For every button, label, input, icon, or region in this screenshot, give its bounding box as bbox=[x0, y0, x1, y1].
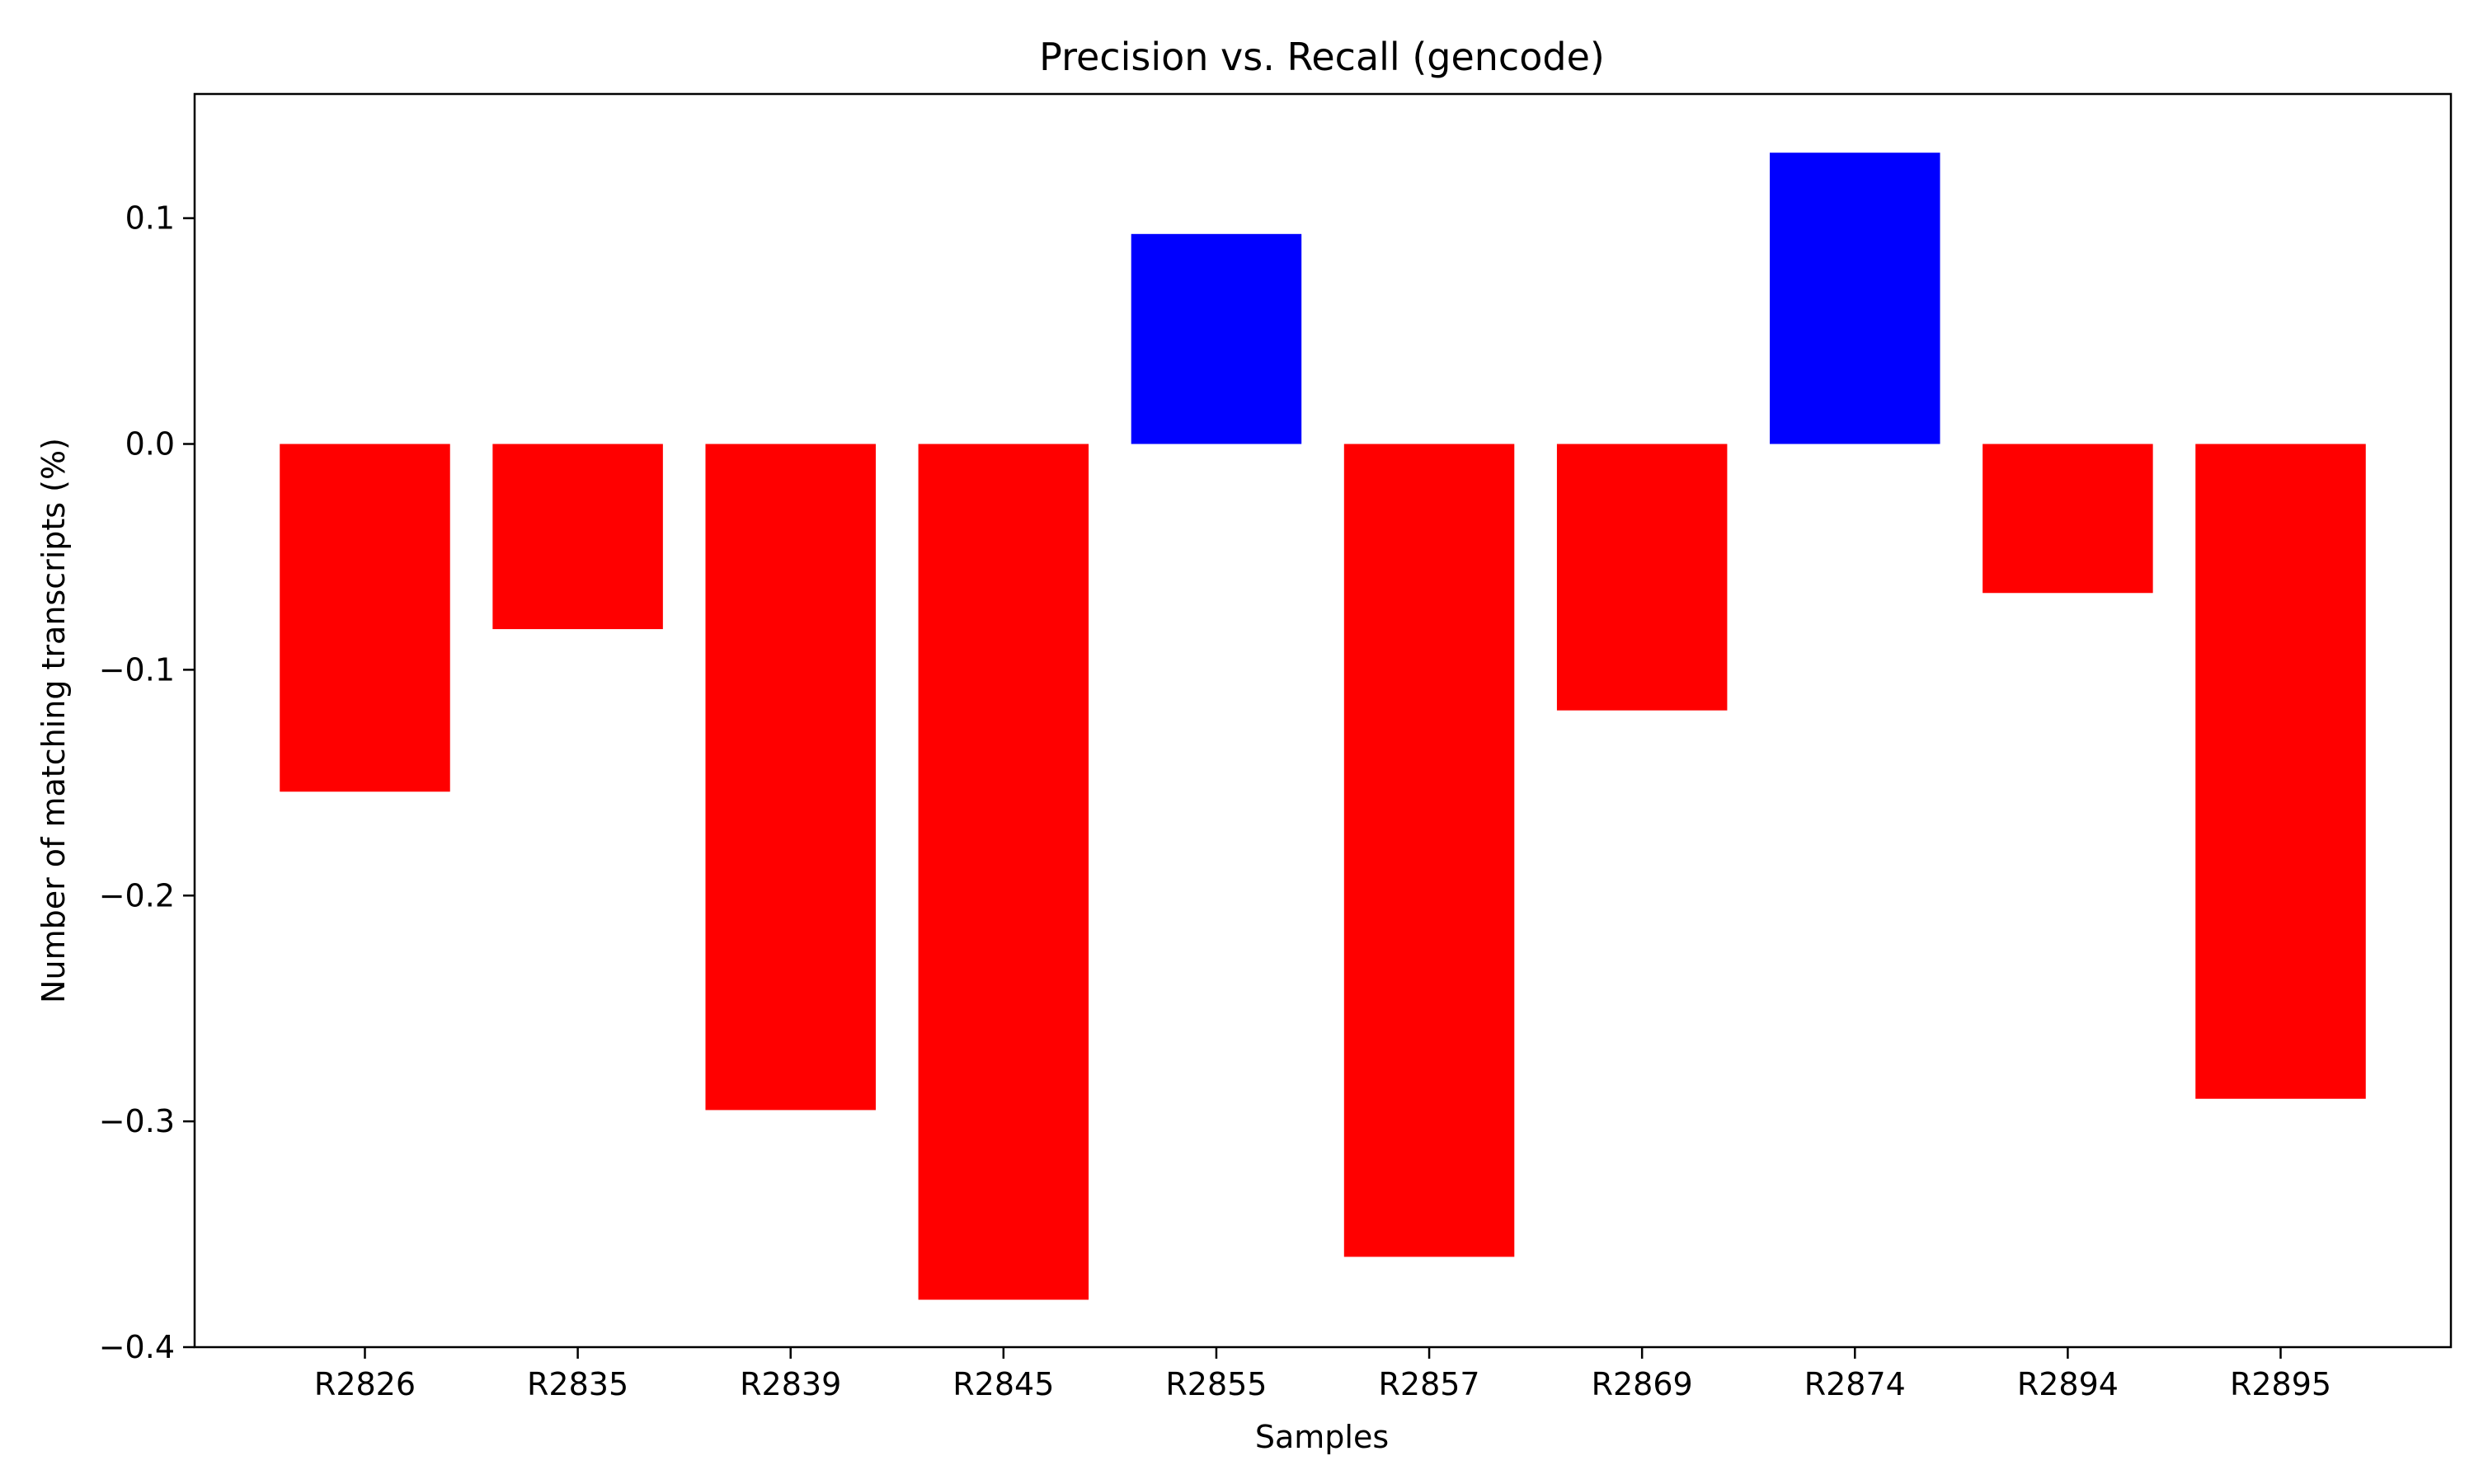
x-axis-ticks: R2826 R2835 R2839 R2845 R2855 R2857 R2869 R2874… bbox=[314, 1347, 2331, 1402]
x-tick-label: R2835 bbox=[527, 1366, 628, 1402]
bar-r2845 bbox=[918, 444, 1089, 1300]
x-axis-label: Samples bbox=[1255, 1419, 1389, 1455]
x-tick-label: R2869 bbox=[1592, 1366, 1693, 1402]
x-tick-label: R2845 bbox=[952, 1366, 1054, 1402]
y-tick-label: 0.0 bbox=[125, 426, 175, 463]
x-tick-label: R2839 bbox=[740, 1366, 841, 1402]
y-tick-label: −0.3 bbox=[99, 1103, 175, 1139]
bar-r2869 bbox=[1556, 444, 1728, 711]
bar-r2874 bbox=[1770, 153, 1940, 444]
y-tick-label: −0.4 bbox=[99, 1329, 175, 1365]
bar-r2895 bbox=[2195, 444, 2366, 1099]
bar-r2894 bbox=[1982, 444, 2153, 594]
y-axis-ticks: −0.4 −0.3 −0.2 −0.1 0.0 0.1 bbox=[99, 200, 195, 1365]
y-axis-label: Number of matching transcripts (%) bbox=[35, 438, 72, 1003]
bar-r2839 bbox=[705, 444, 876, 1111]
y-tick-label: 0.1 bbox=[125, 200, 175, 237]
bars-group bbox=[280, 153, 2366, 1300]
plot-area-frame bbox=[193, 92, 2453, 1349]
bar-r2855 bbox=[1131, 233, 1302, 444]
x-tick-label: R2895 bbox=[2230, 1366, 2331, 1402]
x-tick-label: R2826 bbox=[314, 1366, 416, 1402]
bar-r2857 bbox=[1343, 444, 1515, 1257]
y-tick-label: −0.1 bbox=[99, 651, 175, 688]
x-tick-label: R2857 bbox=[1378, 1366, 1479, 1402]
y-tick-label: −0.2 bbox=[99, 877, 175, 913]
x-tick-label: R2894 bbox=[2017, 1366, 2119, 1402]
x-tick-label: R2855 bbox=[1165, 1366, 1267, 1402]
chart-title: Precision vs. Recall (gencode) bbox=[1039, 35, 1605, 79]
bar-r2835 bbox=[492, 444, 663, 630]
bar-r2826 bbox=[280, 444, 450, 792]
x-tick-label: R2874 bbox=[1804, 1366, 1906, 1402]
